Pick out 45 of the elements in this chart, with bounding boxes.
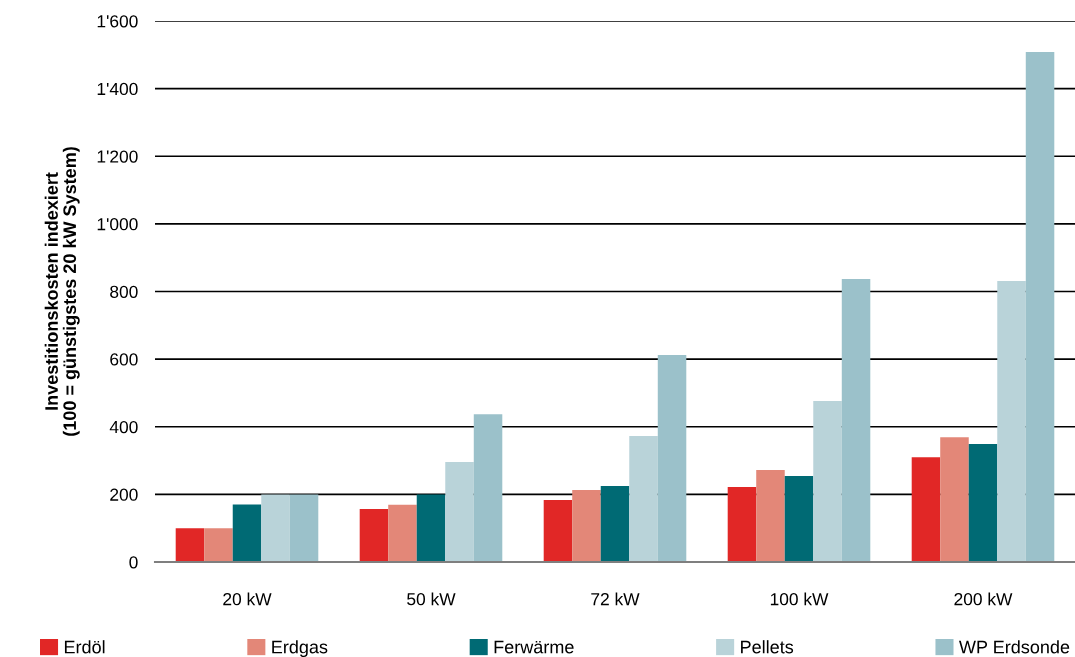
bar	[232, 504, 262, 562]
x-tick-label: 50 kW	[407, 592, 456, 606]
y-tick-label: 200	[110, 488, 138, 501]
x-tick-label: 20 kW	[223, 592, 272, 606]
bar	[359, 508, 389, 562]
legend-label: Ferwärme	[494, 640, 574, 654]
bar	[261, 494, 290, 562]
bar	[968, 443, 998, 562]
legend-label: Pellets	[741, 640, 794, 654]
bar	[445, 461, 474, 562]
bar	[204, 528, 233, 562]
x-tick-label: 72 kW	[591, 592, 640, 606]
bar	[657, 355, 687, 562]
bar	[473, 414, 503, 562]
bar	[175, 528, 205, 562]
y-tick-label: 400	[109, 420, 138, 434]
bar	[416, 494, 446, 562]
x-tick-label: 100 kW	[770, 592, 829, 606]
y-tick-label: 1'600	[97, 15, 138, 28]
bar	[784, 476, 814, 562]
bar	[911, 457, 941, 562]
bar	[543, 500, 573, 562]
legend-label: Erdgas	[272, 640, 328, 657]
y-tick-label: 1'200	[97, 150, 138, 163]
y-tick-label: 0	[129, 556, 138, 569]
bar	[1025, 52, 1055, 562]
y-tick-label: 1'400	[97, 82, 138, 96]
bar	[727, 486, 757, 562]
legend-label: WP Erdsonde	[959, 640, 1070, 654]
y-axis-title: Investitionskosten indexiert (100 = günstigstes 20 kW System)	[44, 147, 80, 436]
x-tick-label: 200 kW	[954, 592, 1013, 606]
legend-label: Erdöl	[64, 640, 105, 654]
bar	[289, 494, 319, 562]
bar	[997, 281, 1026, 562]
bar	[629, 435, 658, 562]
y-tick-label: 600	[110, 353, 138, 366]
bar	[756, 470, 785, 562]
bar	[572, 489, 601, 562]
bar	[841, 278, 871, 562]
bar	[600, 485, 630, 562]
y-tick-label: 1'000	[97, 218, 138, 231]
bar	[940, 437, 969, 562]
bar	[388, 504, 417, 562]
bar	[813, 401, 842, 562]
y-tick-label: 800	[110, 285, 138, 298]
